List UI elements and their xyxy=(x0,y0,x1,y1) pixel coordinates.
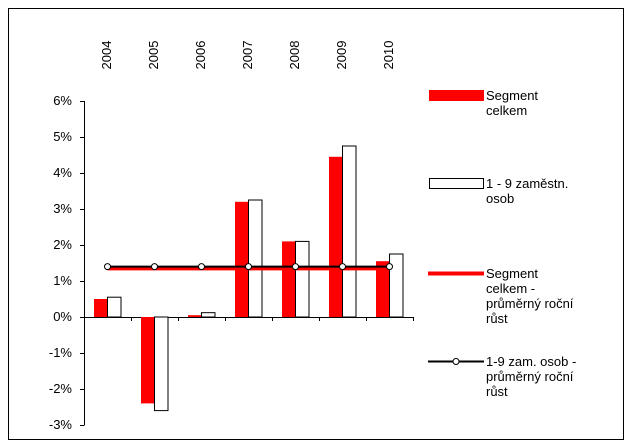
legend-swatch-box xyxy=(429,178,484,189)
bar xyxy=(295,240,310,318)
legend-label: Segment celkem xyxy=(486,88,539,118)
y-tick-label: 1% xyxy=(53,273,72,288)
y-tick-label: 6% xyxy=(53,93,72,108)
legend-label: 1 - 9 zaměstn. osob xyxy=(486,176,569,206)
x-tick-label: 2009 xyxy=(334,41,349,70)
legend-label: 1-9 zam. osob - průměrný roční růst xyxy=(486,354,577,399)
y-tick-label: -2% xyxy=(49,381,73,396)
bar xyxy=(235,201,249,317)
y-tick-label: 5% xyxy=(53,129,72,144)
legend-label: Segment celkem - průměrný roční růst xyxy=(486,266,574,326)
x-tick-label: 2004 xyxy=(99,41,114,70)
line-marker xyxy=(104,263,111,271)
legend-swatch xyxy=(428,271,484,276)
line-marker xyxy=(151,263,158,271)
x-tick-label: 2010 xyxy=(381,41,396,70)
line-marker xyxy=(339,263,346,271)
chart-border xyxy=(8,8,624,440)
x-tick-label: 2006 xyxy=(193,41,208,70)
line-marker xyxy=(292,263,299,271)
y-tick-label: 2% xyxy=(53,237,72,252)
legend-swatch-box xyxy=(429,90,484,101)
legend-item: Segment celkem - průměrný roční růst xyxy=(428,266,581,326)
legend-swatch xyxy=(428,358,484,365)
bar xyxy=(188,315,202,317)
y-tick-label: 4% xyxy=(53,165,72,180)
line-marker xyxy=(198,263,205,271)
legend-item: 1 - 9 zaměstn. osob xyxy=(428,176,581,206)
x-tick-label: 2007 xyxy=(240,41,255,70)
bar xyxy=(201,312,216,318)
bar xyxy=(329,156,343,317)
bar xyxy=(389,253,404,318)
bar xyxy=(154,316,169,412)
y-tick-label: -3% xyxy=(49,417,73,432)
y-tick-label: -1% xyxy=(49,345,73,360)
legend-item: 1-9 zam. osob - průměrný roční růst xyxy=(428,354,581,399)
y-tick-label: 3% xyxy=(53,201,72,216)
y-tick-label: 0% xyxy=(53,309,72,324)
legend-item: Segment celkem xyxy=(428,88,581,118)
legend-swatch-marker xyxy=(452,358,460,365)
line-marker xyxy=(386,263,393,271)
bar xyxy=(342,145,357,318)
x-tick-label: 2008 xyxy=(287,41,302,70)
legend-swatch xyxy=(429,90,484,101)
bar xyxy=(282,241,296,317)
legend-swatch xyxy=(429,178,484,189)
bar xyxy=(94,299,108,317)
bar xyxy=(141,317,155,404)
bar xyxy=(376,261,390,317)
line-marker xyxy=(245,263,252,271)
bar xyxy=(107,296,122,318)
x-tick-label: 2005 xyxy=(146,41,161,70)
bar xyxy=(248,199,263,318)
